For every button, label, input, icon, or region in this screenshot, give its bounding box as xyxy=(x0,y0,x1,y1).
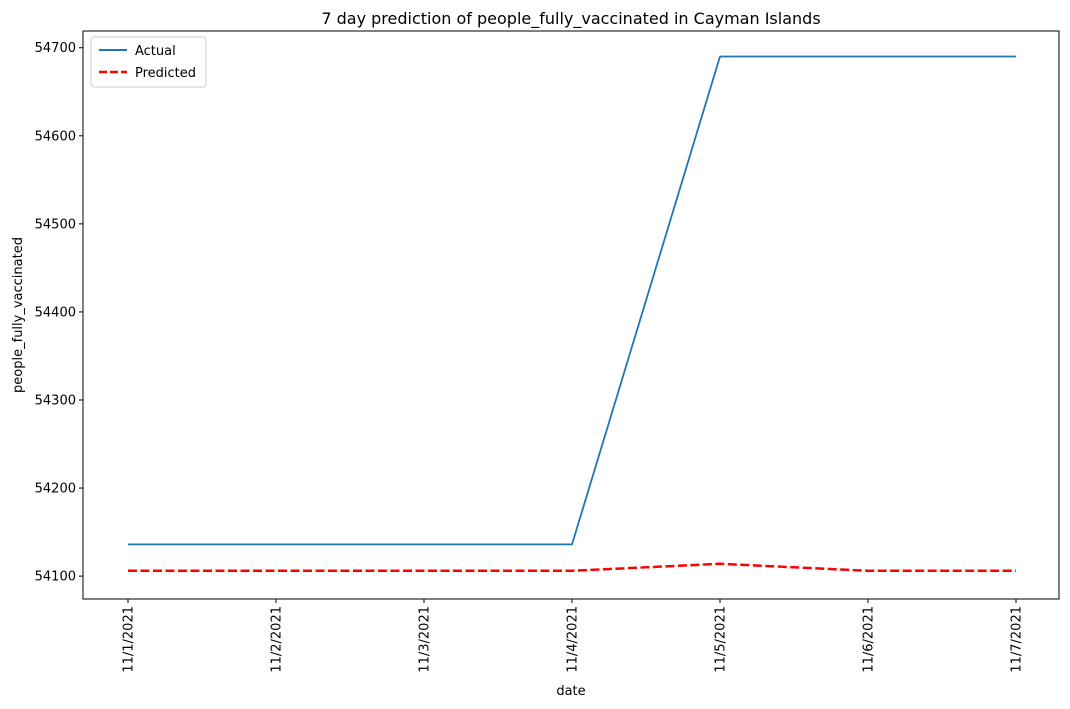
y-tick-label: 54400 xyxy=(35,305,76,320)
x-axis-label: date xyxy=(556,684,585,699)
x-tick-label: 11/6/2021 xyxy=(862,606,877,673)
series-layer xyxy=(127,55,1017,573)
series-line-predicted xyxy=(128,562,1016,573)
y-tick-label: 54100 xyxy=(35,570,76,585)
y-axis-label: people_fully_vaccinated xyxy=(11,237,26,393)
x-tick-label: 11/4/2021 xyxy=(566,606,581,673)
x-tick-label: 11/2/2021 xyxy=(270,606,285,673)
chart-title: 7 day prediction of people_fully_vaccina… xyxy=(321,9,820,29)
y-tick-label: 54500 xyxy=(35,217,76,232)
y-tick-label: 54200 xyxy=(35,482,76,497)
x-tick-label: 11/1/2021 xyxy=(122,606,137,673)
y-tick-label: 54600 xyxy=(35,129,76,144)
x-axis: 11/1/2021 11/2/2021 11/3/2021 11/4/2021 11/5… xyxy=(122,599,1025,673)
legend-label-actual: Actual xyxy=(135,44,176,59)
legend: Actual Predicted xyxy=(90,36,207,88)
series-line-actual xyxy=(128,55,1016,546)
x-tick-label: 11/3/2021 xyxy=(418,606,433,673)
x-tick-label: 11/7/2021 xyxy=(1010,606,1025,673)
y-tick-label: 54700 xyxy=(35,41,76,56)
y-tick-label: 54300 xyxy=(35,393,76,408)
plot-area xyxy=(82,30,1060,600)
legend-label-predicted: Predicted xyxy=(135,66,196,81)
y-axis: 54100 54200 54300 54400 54500 54600 54700 xyxy=(35,41,83,585)
x-tick-label: 11/5/2021 xyxy=(714,606,729,673)
